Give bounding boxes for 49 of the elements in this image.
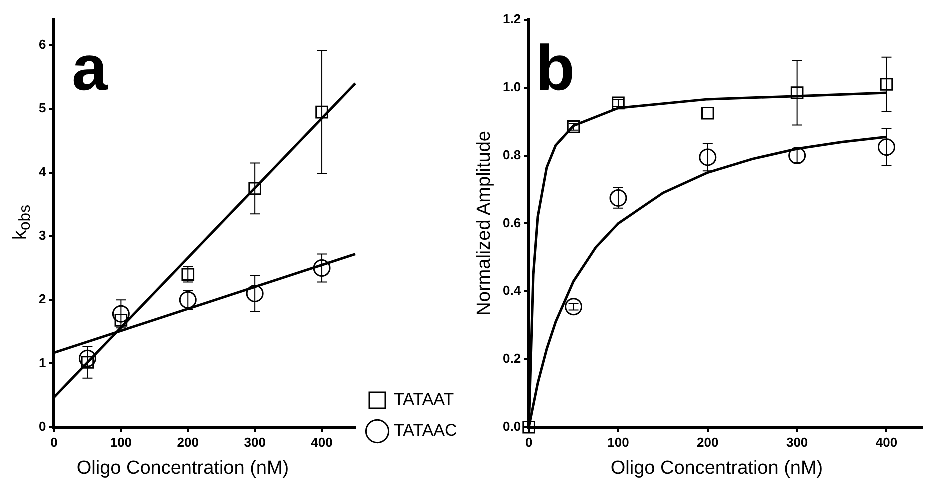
x-tick-label: 100 bbox=[110, 434, 132, 450]
point bbox=[567, 120, 580, 134]
x-tick-label: 300 bbox=[786, 434, 808, 450]
y-tick-label: 1 bbox=[38, 355, 46, 370]
point bbox=[316, 106, 328, 119]
point bbox=[246, 284, 264, 302]
y-tick-label: 2 bbox=[38, 292, 46, 307]
y-tick-label: 0.0 bbox=[502, 418, 522, 434]
y-tick-label: 0 bbox=[38, 418, 46, 434]
x-tick-label: 300 bbox=[244, 434, 266, 450]
annotation: b bbox=[536, 32, 576, 104]
y-tick-label: 4 bbox=[38, 164, 47, 180]
y-tick-label: 5 bbox=[38, 100, 46, 116]
y-tick-label: 0.6 bbox=[502, 215, 522, 230]
point bbox=[313, 260, 331, 278]
point bbox=[788, 147, 806, 165]
point bbox=[610, 189, 628, 207]
y-tick-label: 1.0 bbox=[502, 79, 522, 94]
point bbox=[880, 78, 894, 91]
y-tick-label: 0.4 bbox=[502, 283, 522, 298]
point bbox=[701, 106, 714, 120]
point bbox=[248, 182, 262, 196]
point bbox=[78, 350, 96, 368]
point bbox=[699, 148, 717, 166]
x-axis-title: Oligo Concentration (nM) bbox=[76, 458, 290, 480]
x-tick-label: 0 bbox=[525, 434, 533, 450]
x-axis-title: Oligo Concentration (nM) bbox=[610, 458, 824, 480]
legend-label: TATAAC bbox=[394, 421, 458, 440]
y-tick-label: 1.2 bbox=[502, 12, 522, 27]
x-tick-label: 100 bbox=[608, 434, 630, 450]
x-tick-label: 200 bbox=[177, 434, 199, 450]
y-tick-label: 0.2 bbox=[502, 351, 522, 366]
point bbox=[612, 96, 625, 110]
y-tick-label: 0.8 bbox=[502, 147, 522, 162]
y-tick-label: 3 bbox=[38, 228, 46, 244]
x-tick-label: 400 bbox=[876, 434, 898, 450]
x-tick-label: 200 bbox=[697, 434, 719, 450]
y-tick-label: 6 bbox=[38, 37, 46, 52]
point bbox=[790, 86, 804, 100]
y-axis-title: Normalized Amplitude bbox=[474, 130, 496, 316]
legend-label: TATAAT bbox=[394, 390, 454, 410]
annotation: a bbox=[72, 32, 108, 104]
point bbox=[179, 291, 197, 309]
point bbox=[878, 138, 896, 156]
point bbox=[565, 298, 583, 316]
x-tick-label: 0 bbox=[50, 434, 58, 450]
point bbox=[112, 305, 130, 323]
x-tick-label: 400 bbox=[311, 434, 333, 450]
point bbox=[522, 420, 536, 434]
